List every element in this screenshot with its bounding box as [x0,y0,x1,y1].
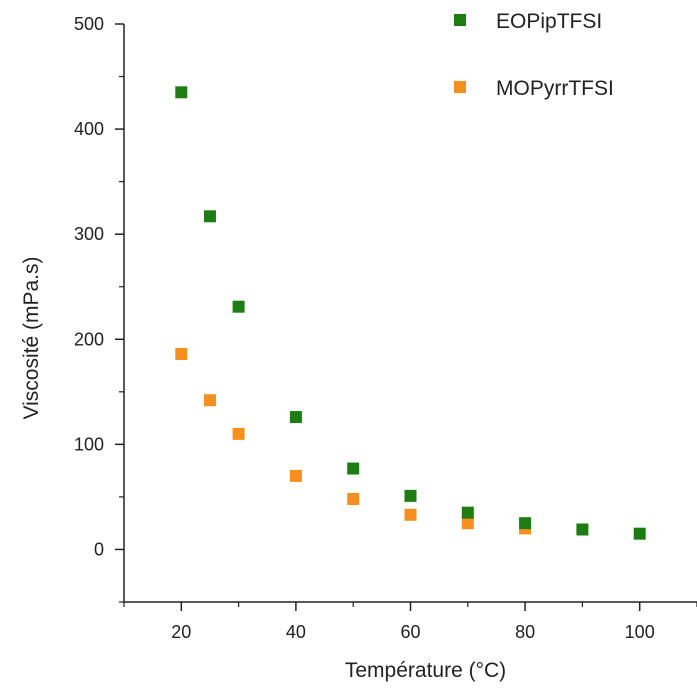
y-tick-label: 300 [74,224,104,244]
y-axis-label: Viscosité (mPa.s) [20,257,43,420]
data-point [633,527,646,540]
legend-label-mopyrrtfsi: MOPyrrTFSI [496,77,614,100]
legend-label-eopiptfsi: EOPipTFSI [496,10,602,33]
data-point [203,210,216,223]
y-tick-label: 0 [94,539,104,559]
x-tick-label: 20 [171,622,191,642]
y-tick-label: 200 [74,329,104,349]
y-tick-label: 400 [74,119,104,139]
x-tick-label: 80 [515,622,535,642]
data-point [232,300,245,313]
y-tick-label: 100 [74,434,104,454]
data-point [576,523,589,536]
x-tick-label: 60 [400,622,420,642]
series-mopyrrtfsi [175,347,532,535]
y-axis-ticks: 0 100 200 300 400 500 [74,14,124,603]
data-point [289,469,302,482]
data-point [175,347,188,360]
data-point [461,506,474,519]
data-point [347,493,360,506]
x-axis-ticks: 20 40 60 80 100 [123,602,697,642]
data-point [519,517,532,530]
data-point [232,427,245,440]
data-point [175,86,188,99]
data-point [404,489,417,502]
data-point [203,394,216,407]
legend-marker-eopiptfsi [454,14,466,26]
x-tick-label: 100 [625,622,655,642]
data-point [404,508,417,521]
data-point [347,462,360,475]
data-point [461,517,474,530]
data-series [175,86,646,540]
legend: EOPipTFSI MOPyrrTFSI [454,10,614,100]
series-eopiptfsi [175,86,646,540]
x-tick-label: 40 [286,622,306,642]
data-point [289,411,302,424]
legend-marker-mopyrrtfsi [454,81,466,93]
y-tick-label: 500 [74,14,104,34]
x-axis-label: Température (°C) [345,659,506,682]
